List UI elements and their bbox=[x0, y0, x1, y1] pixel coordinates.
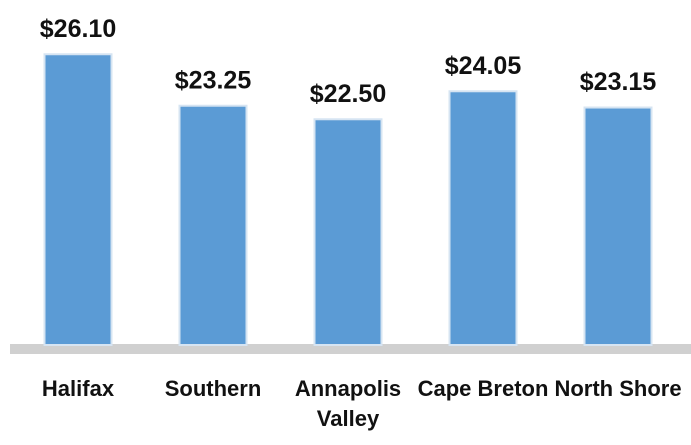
bar bbox=[448, 90, 518, 346]
data-label: $23.25 bbox=[175, 66, 252, 94]
data-label: $24.05 bbox=[445, 52, 522, 80]
bar bbox=[178, 104, 248, 347]
bar bbox=[313, 118, 383, 346]
x-tick-label: Southern bbox=[164, 376, 262, 401]
x-tick-label: Halifax bbox=[41, 376, 115, 401]
data-label: $26.10 bbox=[40, 15, 116, 43]
x-tick-label: Annapolis Valley bbox=[294, 376, 402, 431]
data-label: $23.15 bbox=[580, 68, 657, 96]
bar bbox=[43, 53, 113, 347]
x-tick-label: Cape Breton bbox=[417, 376, 549, 401]
baseline bbox=[10, 344, 691, 354]
x-tick-label: North Shore bbox=[554, 376, 682, 401]
bar bbox=[583, 106, 653, 346]
data-label: $22.50 bbox=[310, 80, 386, 108]
